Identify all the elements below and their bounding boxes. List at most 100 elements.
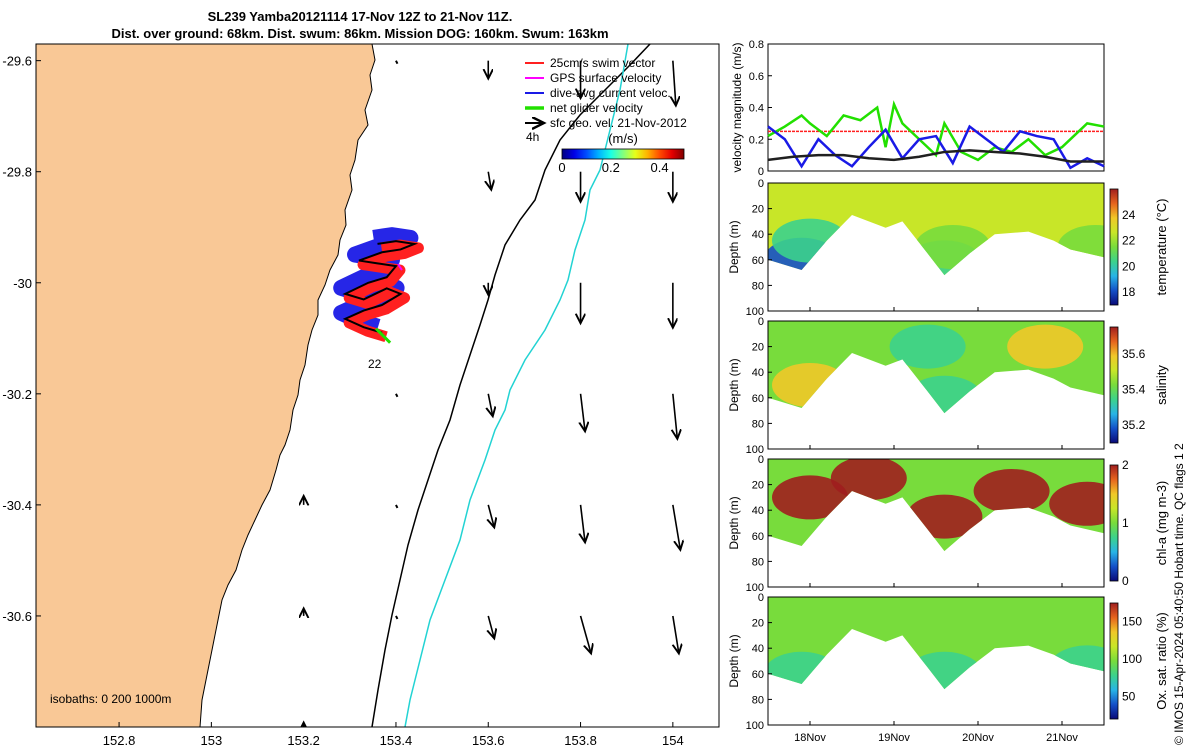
- figure-title-line-2: Dist. over ground: 68km. Dist. swum: 86k…: [111, 26, 609, 41]
- section-y-tick-label: 60: [752, 393, 764, 405]
- section-value-zone: [889, 324, 966, 369]
- geo-velocity-arrow: [488, 504, 494, 528]
- geo-velocity-arrow: [488, 393, 493, 417]
- swim-vector-envelope: [343, 239, 424, 343]
- colorbar-tick-label: 0: [558, 160, 565, 175]
- velocity-y-tick-label: 0.2: [749, 134, 764, 146]
- section-y-tick-label: 80: [752, 418, 764, 430]
- legend-entry: sfc geo. vel. 21-Nov-2012: [550, 116, 687, 130]
- velocity-series-line: [767, 100, 1105, 162]
- section-x-tick-label: 19Nov: [878, 732, 910, 744]
- section-axes-frame: [767, 458, 1105, 588]
- section-y-axis-label: Depth (m): [727, 220, 741, 273]
- velocity-y-tick-label: 0.8: [749, 39, 764, 51]
- legend-entry: 25cm/s swim vector: [550, 56, 655, 70]
- geo-velocity-arrow: [673, 615, 679, 654]
- map-panel: 152.8 153 153.2 153.4 153.6 153.8 154 -29.6-29…: [2, 43, 720, 748]
- map-x-tick-label: 153.4: [380, 733, 413, 748]
- section-y-tick-label: 100: [746, 444, 764, 456]
- section-y-tick-label: 20: [752, 618, 764, 630]
- colorbar-tick-label: 0.2: [602, 160, 620, 175]
- geo-velocity-dot: [395, 615, 399, 620]
- map-y-tick-label: -29.6: [2, 54, 32, 69]
- legend-entry: GPS surface velocity: [550, 71, 661, 85]
- geo-velocity-dot: [395, 504, 399, 509]
- map-x-tick-label: 152.8: [103, 733, 136, 748]
- colorbar-tick-label: 0.4: [651, 160, 669, 175]
- section-x-tick-label: 18Nov: [794, 732, 826, 744]
- net-glider-velocity-arrow: [375, 327, 392, 344]
- map-x-tick-label: 153.8: [564, 733, 597, 748]
- map-x-tick-label: 153.6: [472, 733, 505, 748]
- section-colorbar-tick-label: 20: [1122, 259, 1136, 273]
- isobaths-label: isobaths: 0 200 1000m: [50, 692, 171, 706]
- section-value-zone: [1049, 481, 1104, 526]
- section-y-axis-label: Depth (m): [727, 634, 741, 687]
- isobath-1000m: [404, 44, 629, 727]
- section-colorbar: [1109, 326, 1119, 444]
- section-y-tick-label: 0: [758, 454, 764, 466]
- section-colorbar: [1109, 188, 1119, 306]
- section-colorbar-tick-label: 22: [1122, 234, 1136, 248]
- map-y-tick-label: -30.2: [2, 387, 32, 402]
- section-panel-oxygen: 0 20 40 60 80 100 Depth (m) 18Nov 19Nov 20Nov 21No…: [727, 592, 1169, 744]
- geo-velocity-arrow: [488, 171, 491, 190]
- map-y-tick-label: -30.4: [2, 498, 32, 513]
- section-y-tick-label: 100: [746, 306, 764, 318]
- geo-velocity-arrow: [579, 615, 592, 654]
- map-x-tick-label: 154: [662, 733, 684, 748]
- map-x-ticks: 152.8 153 153.2 153.4 153.6 153.8 154: [103, 722, 684, 748]
- figure-title-line-1: SL239 Yamba20121114 17-Nov 12Z to 21-Nov…: [207, 9, 513, 24]
- map-axes-frame: [35, 43, 720, 728]
- legend-entry: net glider velocity: [550, 101, 643, 115]
- section-value-zone: [973, 469, 1050, 513]
- velocity-axes-frame: [767, 43, 1105, 172]
- copyright-note: © IMOS 15-Apr-2024 05:40:50 Hobart time.…: [1172, 443, 1186, 745]
- geo-velocity-arrow: [581, 393, 586, 432]
- section-y-tick-label: 40: [752, 367, 764, 379]
- legend-scale-label: 4h: [526, 130, 539, 144]
- glider-track-group: [333, 227, 424, 344]
- section-y-tick-label: 100: [746, 582, 764, 594]
- section-colorbar-tick-label: 35.4: [1122, 382, 1146, 396]
- section-colorbar-tick-label: 50: [1122, 690, 1136, 704]
- section-y-tick-label: 60: [752, 531, 764, 543]
- section-colorbar-tick-label: 18: [1122, 285, 1136, 299]
- isobath-200m: [371, 44, 651, 727]
- colorbar-title: (m/s): [608, 131, 638, 146]
- track-annotation: 22: [368, 357, 382, 371]
- section-colorbar-tick-label: 100: [1122, 652, 1142, 666]
- geo-velocity-arrow: [673, 393, 678, 439]
- velocity-panel: 0 0.2 0.4 0.6 0.8 velocity magnitude (m/s): [730, 39, 1105, 178]
- geo-velocity-dot: [395, 60, 399, 65]
- section-value-zone: [1007, 324, 1084, 369]
- velocity-series-line: [767, 149, 1104, 163]
- section-axes-frame: [767, 182, 1105, 312]
- section-colorbar: [1109, 464, 1119, 582]
- section-colorbar-tick-label: 24: [1122, 208, 1136, 222]
- section-colorbar-tick-label: 0: [1122, 574, 1129, 588]
- section-y-tick-label: 20: [752, 480, 764, 492]
- section-y-tick-label: 100: [746, 720, 764, 732]
- section-colorbar-label: chl-a (mg m-3): [1154, 481, 1169, 566]
- velocity-y-tick-label: 0.6: [749, 71, 764, 83]
- section-colorbar-tick-label: 1: [1122, 516, 1129, 530]
- geo-velocity-arrow: [673, 60, 676, 106]
- section-colorbar-tick-label: 2: [1122, 458, 1129, 472]
- colorbar-bar: [561, 148, 685, 160]
- velocity-y-tick-label: 0: [758, 166, 764, 178]
- map-y-tick-label: -30: [13, 276, 32, 291]
- section-panel-temperature: 0 20 40 60 80 100 Depth (m) 18 20 22 24 temperature…: [727, 178, 1169, 318]
- map-x-tick-label: 153.2: [287, 733, 320, 748]
- geo-velocity-arrow: [581, 504, 586, 543]
- section-panel-chl-a: 0 20 40 60 80 100 Depth (m) 0 1 2 chl-a (mg m-3): [727, 454, 1169, 594]
- section-y-tick-label: 60: [752, 669, 764, 681]
- velocity-y-axis-label: velocity magnitude (m/s): [730, 42, 744, 172]
- glider-track-line: [342, 240, 419, 334]
- geo-velocity-vectors: [304, 60, 681, 727]
- section-y-tick-label: 80: [752, 694, 764, 706]
- gps-surface-velocity-mark: [397, 263, 403, 271]
- section-y-axis-label: Depth (m): [727, 358, 741, 411]
